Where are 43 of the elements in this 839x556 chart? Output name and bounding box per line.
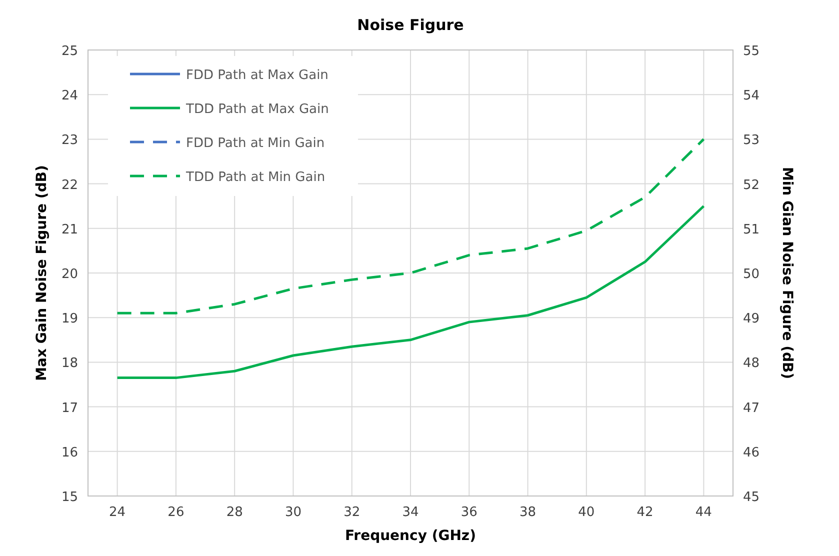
y-tick-label: 20 xyxy=(61,267,78,282)
chart-title: Noise Figure xyxy=(357,16,464,34)
x-axis-title: Frequency (GHz) xyxy=(345,528,476,544)
y-tick-label: 19 xyxy=(61,312,78,327)
y-tick-label: 24 xyxy=(61,88,78,104)
y-tick-label: 25 xyxy=(61,44,78,59)
y2-tick-label: 55 xyxy=(743,44,760,59)
x-tick-label: 40 xyxy=(578,505,595,520)
y2-tick-label: 50 xyxy=(743,267,760,282)
y2-tick-label: 47 xyxy=(743,400,760,416)
line-series xyxy=(116,204,705,380)
legend-label: TDD Path at Min Gain xyxy=(185,170,326,185)
y-axis-title: Max Gain Noise Figure (dB) xyxy=(34,165,50,381)
x-tick-label: 24 xyxy=(109,505,126,520)
y2-tick-label: 45 xyxy=(743,490,760,505)
y-tick-label: 23 xyxy=(61,133,78,148)
y-tick-label: 22 xyxy=(61,178,78,193)
x-tick-label: 34 xyxy=(402,505,419,520)
x-tick-label: 26 xyxy=(168,505,184,520)
y2-axis-title: Min Gian Noise Figure (dB) xyxy=(779,166,795,380)
y-tick-label: 16 xyxy=(61,445,78,460)
y-tick-label: 18 xyxy=(61,356,78,372)
legend-label: TDD Path at Max Gain xyxy=(185,102,329,117)
x-tick-label: 28 xyxy=(226,505,243,520)
y-tick-label: 17 xyxy=(61,400,78,416)
x-tick-label: 38 xyxy=(520,505,536,520)
x-tick-label: 36 xyxy=(460,505,478,520)
x-tick-label: 44 xyxy=(695,505,712,520)
y2-tick-label: 48 xyxy=(743,356,760,372)
x-tick-label: 32 xyxy=(344,505,360,520)
x-tick-label: 30 xyxy=(284,505,302,520)
y2-tick-label: 54 xyxy=(743,88,760,104)
x-tick-label: 42 xyxy=(636,505,654,520)
legend-label: FDD Path at Min Gain xyxy=(186,136,325,151)
y2-tick-label: 49 xyxy=(743,312,760,327)
y2-tick-label: 53 xyxy=(743,133,760,148)
y2-tick-label: 46 xyxy=(743,445,760,460)
y-tick-label: 15 xyxy=(61,490,78,505)
line-series xyxy=(116,138,705,314)
legend-label: FDD Path at Max Gain xyxy=(186,68,328,83)
y-tick-label: 21 xyxy=(61,222,78,238)
y2-tick-label: 52 xyxy=(743,178,760,193)
y2-tick-label: 51 xyxy=(743,222,760,238)
